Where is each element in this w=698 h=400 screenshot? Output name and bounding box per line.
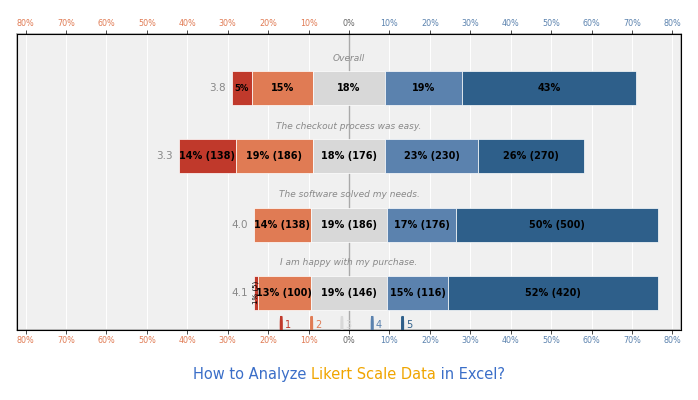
Text: 4.1: 4.1: [231, 288, 248, 298]
Text: I am happy with my purchase.: I am happy with my purchase.: [281, 258, 417, 267]
Text: 43%: 43%: [537, 84, 560, 94]
Text: 5: 5: [406, 320, 412, 330]
Text: 19% (186): 19% (186): [321, 220, 377, 230]
Bar: [258, 276, 311, 310]
Text: The software solved my needs.: The software solved my needs.: [279, 190, 419, 199]
Bar: [462, 72, 636, 106]
Text: 1: 1: [285, 320, 290, 330]
Bar: [456, 208, 658, 242]
Text: 2: 2: [315, 320, 321, 330]
Text: 14% (138): 14% (138): [179, 152, 235, 162]
Text: 52% (420): 52% (420): [526, 288, 581, 298]
Bar: [448, 276, 658, 310]
Bar: [385, 140, 478, 174]
Text: 50% (500): 50% (500): [529, 220, 585, 230]
Bar: [313, 72, 385, 106]
Text: 23% (230): 23% (230): [404, 152, 460, 162]
Bar: [313, 140, 385, 174]
Text: Overall: Overall: [333, 54, 365, 62]
Text: 19%: 19%: [413, 84, 436, 94]
Text: Likert Scale Data: Likert Scale Data: [311, 367, 436, 382]
Text: 26% (270): 26% (270): [503, 152, 559, 162]
Text: 3: 3: [345, 320, 351, 330]
Bar: [232, 72, 252, 106]
Text: How to Analyze: How to Analyze: [193, 367, 311, 382]
Text: 18%: 18%: [337, 84, 361, 94]
Bar: [236, 140, 313, 174]
Bar: [179, 140, 236, 174]
Bar: [311, 208, 387, 242]
Text: The checkout process was easy.: The checkout process was easy.: [276, 122, 422, 131]
Bar: [387, 208, 456, 242]
Text: 14% (138): 14% (138): [254, 220, 311, 230]
Bar: [385, 72, 462, 106]
Bar: [387, 276, 448, 310]
Text: 4.0: 4.0: [232, 220, 248, 230]
Text: 19% (186): 19% (186): [246, 152, 302, 162]
Text: 17% (176): 17% (176): [394, 220, 450, 230]
Bar: [311, 276, 387, 310]
Text: 19% (146): 19% (146): [321, 288, 377, 298]
Bar: [252, 72, 313, 106]
Text: 3.8: 3.8: [209, 84, 225, 94]
Text: 1% (5): 1% (5): [253, 281, 259, 304]
Text: 15%: 15%: [271, 84, 294, 94]
Bar: [254, 208, 311, 242]
Text: 5%: 5%: [235, 84, 249, 93]
Bar: [254, 276, 258, 310]
Text: 4: 4: [376, 320, 382, 330]
Text: 15% (116): 15% (116): [389, 288, 446, 298]
Text: 13% (100): 13% (100): [256, 288, 312, 298]
Text: in Excel?: in Excel?: [436, 367, 505, 382]
Bar: [478, 140, 584, 174]
Text: 18% (176): 18% (176): [321, 152, 377, 162]
Text: 3.3: 3.3: [156, 152, 173, 162]
